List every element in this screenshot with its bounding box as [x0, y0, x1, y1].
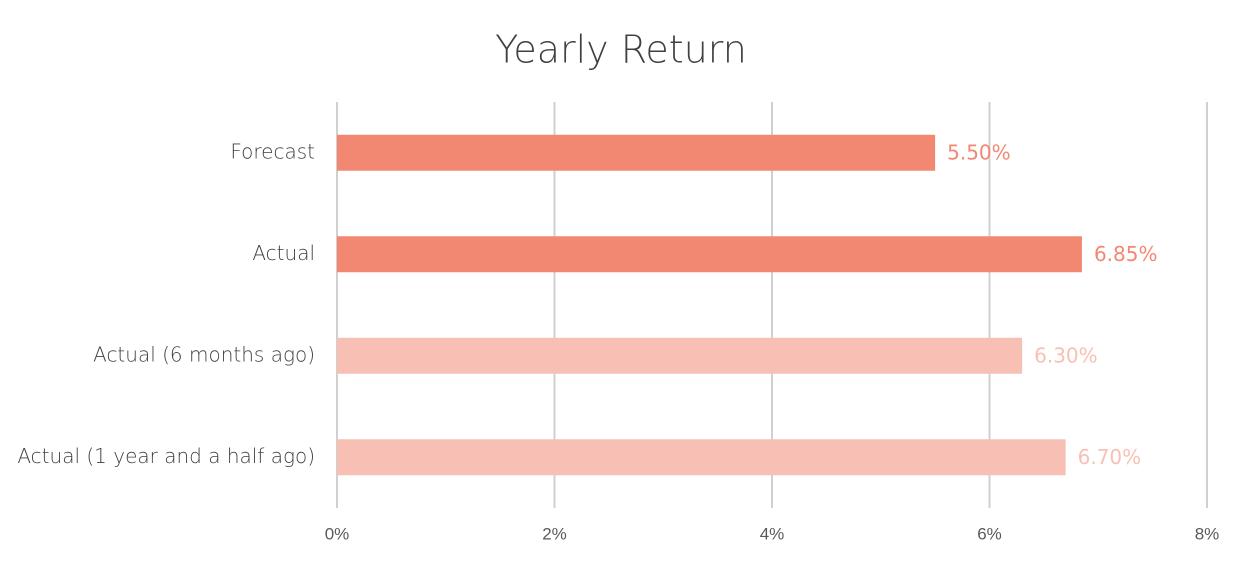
x-tick-label: 0% [325, 524, 350, 543]
bar [337, 236, 1082, 273]
y-tick-label: Forecast [230, 139, 315, 163]
x-tick-label: 4% [760, 524, 785, 543]
y-tick-label: Actual (1 year and a half ago) [17, 444, 315, 468]
bar [337, 439, 1066, 476]
bar [337, 337, 1023, 374]
value-label: 6.85% [1094, 242, 1158, 266]
value-label: 5.50% [947, 140, 1011, 164]
y-tick-label: Actual (6 months ago) [93, 342, 315, 366]
chart-title: Yearly Return [495, 28, 747, 72]
value-label: 6.70% [1078, 445, 1142, 469]
x-tick-label: 2% [542, 524, 567, 543]
x-tick-label: 6% [977, 524, 1002, 543]
bar [337, 134, 936, 171]
y-tick-label: Actual [252, 241, 315, 265]
value-label: 6.30% [1034, 343, 1098, 367]
x-tick-label: 8% [1195, 524, 1220, 543]
